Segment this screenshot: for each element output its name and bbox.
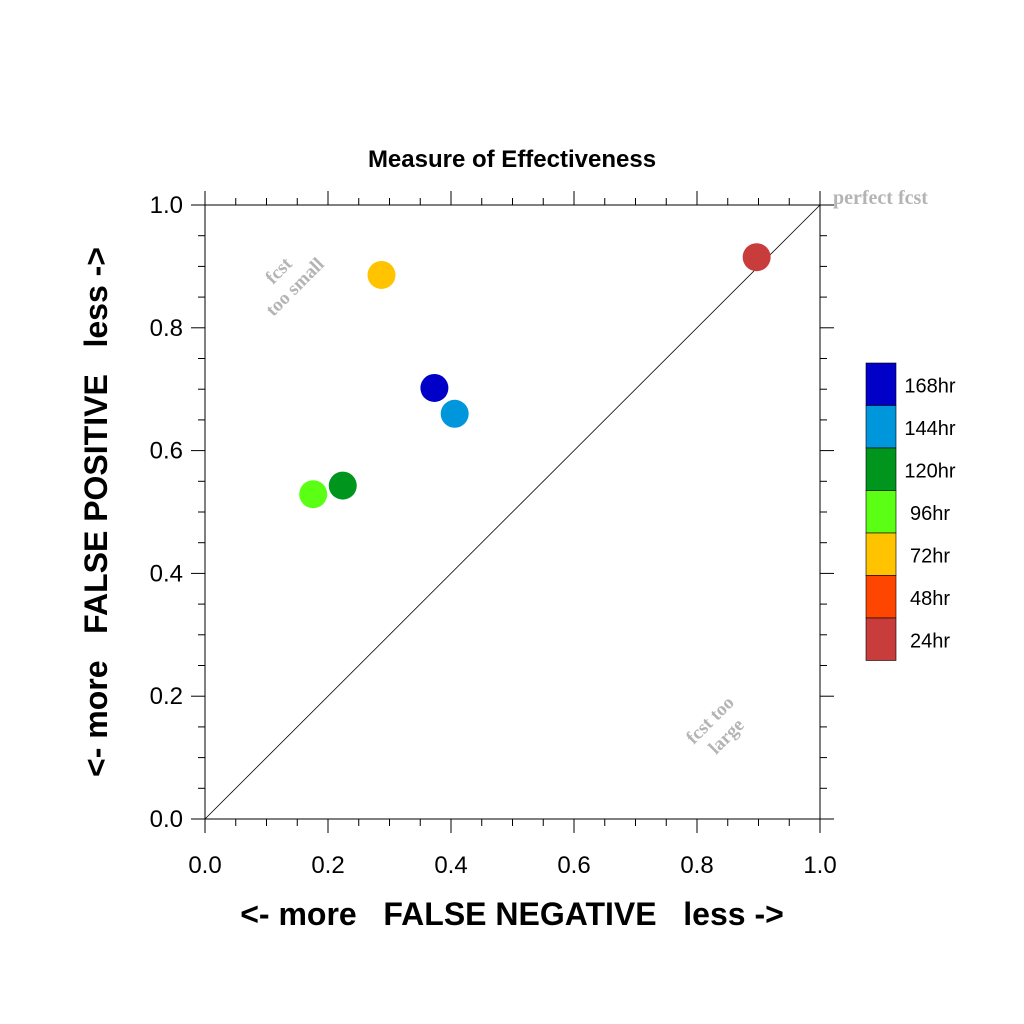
- data-points: [299, 243, 771, 509]
- legend-label-48hr: 48hr: [910, 588, 950, 610]
- point-24hr: [742, 243, 771, 272]
- x-tick-label: 0.0: [188, 852, 221, 879]
- point-168hr: [420, 373, 449, 402]
- y-tick-label: 0.0: [150, 806, 183, 833]
- y-axis-label: <- more FALSE POSITIVE less ->: [78, 247, 114, 777]
- y-tick-label: 0.4: [150, 560, 183, 587]
- perfect-forecast-line: [204, 204, 821, 820]
- legend-swatch-24hr: [865, 617, 897, 661]
- y-tick-labels: 0.0 0.2 0.4 0.6 0.8 1.0: [150, 192, 183, 833]
- x-tick-label: 1.0: [803, 852, 836, 879]
- y-tick-label: 1.0: [150, 192, 183, 219]
- y-tick-label: 0.2: [150, 683, 183, 710]
- x-tick-label: 0.8: [680, 852, 713, 879]
- axis-ticks: [191, 191, 834, 833]
- legend-label-144hr: 144hr: [904, 418, 955, 440]
- legend-label-120hr: 120hr: [904, 460, 955, 482]
- annotation-too-large: fcst too large: [682, 692, 748, 758]
- chart-title: Measure of Effectiveness: [368, 146, 656, 173]
- legend-label-168hr: 168hr: [904, 375, 955, 397]
- legend-label-24hr: 24hr: [910, 630, 950, 652]
- x-tick-label: 0.4: [434, 852, 467, 879]
- legend-swatch-48hr: [865, 575, 897, 619]
- x-axis-label: <- more FALSE NEGATIVE less ->: [240, 896, 784, 932]
- x-tick-label: 0.6: [557, 852, 590, 879]
- x-tick-label: 0.2: [311, 852, 344, 879]
- annotation-too-small: fcst too small: [262, 253, 329, 321]
- legend-swatch-120hr: [865, 447, 897, 491]
- legend-swatch-168hr: [865, 362, 897, 406]
- y-tick-label: 0.8: [150, 315, 183, 342]
- point-120hr: [328, 471, 357, 500]
- point-72hr: [367, 260, 396, 289]
- legend-label-96hr: 96hr: [910, 503, 950, 525]
- annotation-perfect-fcst: perfect fcst: [833, 187, 928, 209]
- point-144hr: [440, 399, 469, 428]
- legend-swatch-72hr: [865, 532, 897, 576]
- y-tick-label: 0.6: [150, 438, 183, 465]
- legend-swatch-96hr: [865, 490, 897, 534]
- point-96hr: [299, 480, 328, 509]
- legend-swatch-144hr: [865, 405, 897, 449]
- legend-label-72hr: 72hr: [910, 545, 950, 567]
- legend: 168hr 144hr 120hr 96hr 72hr 48hr 24hr: [865, 362, 956, 661]
- x-tick-labels: 0.0 0.2 0.4 0.6 0.8 1.0: [188, 852, 836, 879]
